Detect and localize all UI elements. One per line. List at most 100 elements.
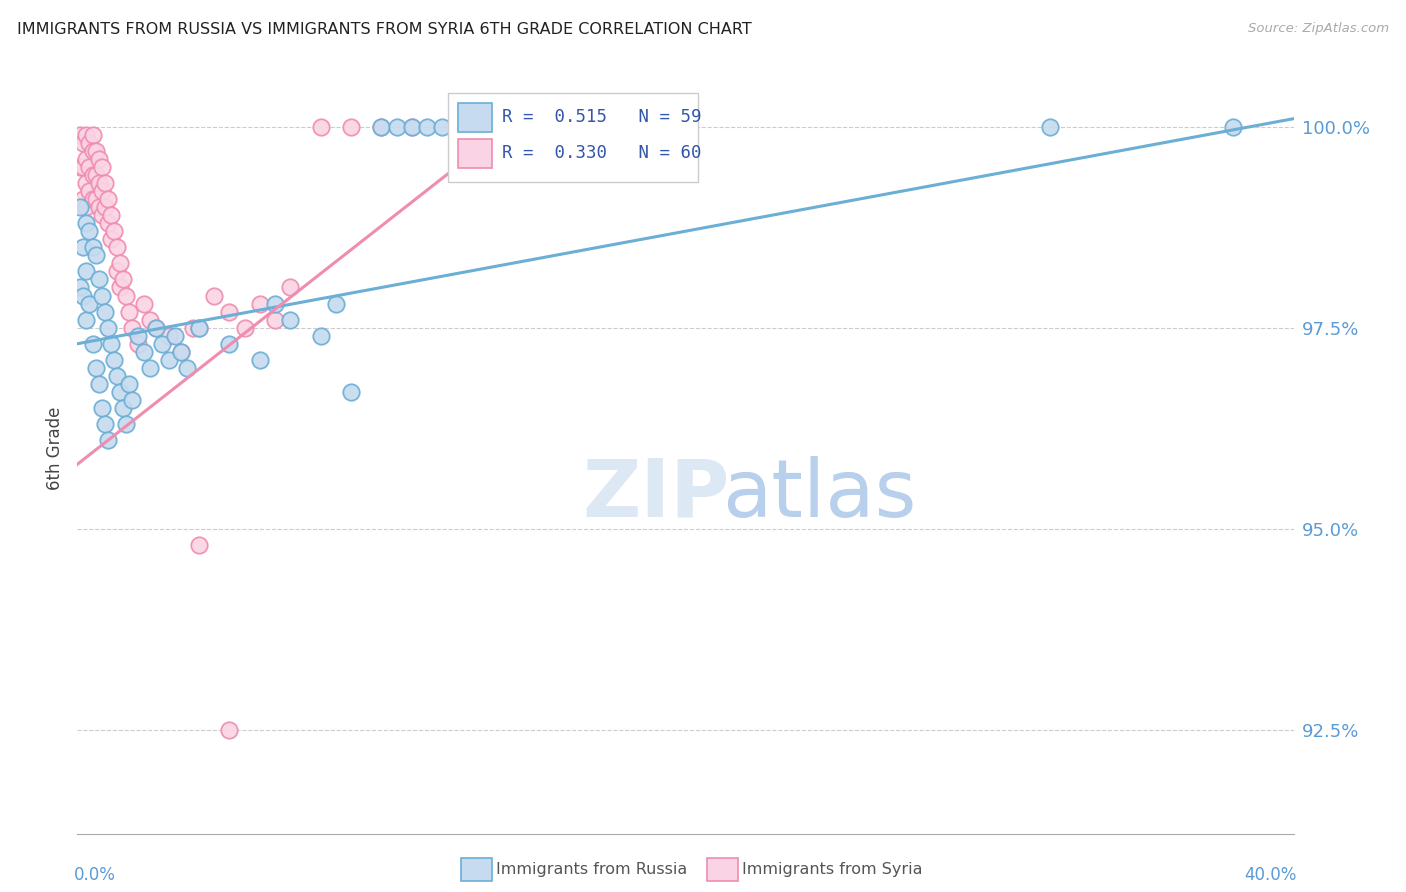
Point bbox=[139, 312, 162, 326]
Point bbox=[97, 433, 120, 447]
Point bbox=[401, 120, 423, 134]
Text: 0.0%: 0.0% bbox=[75, 866, 117, 884]
Point bbox=[134, 344, 156, 359]
Point bbox=[145, 320, 167, 334]
Point bbox=[72, 192, 94, 206]
Point bbox=[1222, 120, 1244, 134]
Point bbox=[188, 538, 211, 552]
Point bbox=[249, 352, 271, 367]
Point bbox=[121, 320, 143, 334]
Point bbox=[72, 240, 94, 254]
Point bbox=[84, 144, 107, 158]
Point bbox=[79, 296, 101, 310]
Point bbox=[157, 328, 180, 343]
Y-axis label: 6th Grade: 6th Grade bbox=[46, 407, 65, 490]
Point bbox=[118, 304, 141, 318]
Point bbox=[84, 168, 107, 182]
Point bbox=[105, 264, 128, 278]
Point bbox=[69, 280, 91, 294]
Point bbox=[170, 344, 193, 359]
Point bbox=[461, 120, 484, 134]
Point bbox=[157, 352, 180, 367]
Point bbox=[72, 160, 94, 174]
Point bbox=[105, 240, 128, 254]
Point bbox=[492, 120, 515, 134]
Point bbox=[385, 120, 408, 134]
Point bbox=[188, 320, 211, 334]
Point bbox=[69, 200, 91, 214]
Point bbox=[79, 184, 101, 198]
Point bbox=[97, 320, 120, 334]
Point bbox=[446, 120, 468, 134]
Point bbox=[370, 120, 392, 134]
Point bbox=[87, 376, 110, 391]
Point bbox=[108, 280, 131, 294]
Point bbox=[181, 320, 204, 334]
Point bbox=[84, 192, 107, 206]
Point bbox=[278, 280, 301, 294]
Point bbox=[90, 401, 112, 415]
Point bbox=[115, 417, 138, 431]
Point bbox=[134, 296, 156, 310]
Point bbox=[100, 208, 122, 222]
Point bbox=[522, 120, 544, 134]
Text: Immigrants from Syria: Immigrants from Syria bbox=[742, 863, 922, 877]
Point bbox=[82, 168, 104, 182]
Point bbox=[75, 176, 97, 190]
Point bbox=[188, 320, 211, 334]
Point bbox=[105, 368, 128, 383]
Point bbox=[103, 224, 125, 238]
Point bbox=[82, 144, 104, 158]
Point bbox=[370, 120, 392, 134]
Point bbox=[90, 208, 112, 222]
Point bbox=[340, 384, 363, 399]
Point bbox=[108, 384, 131, 399]
Point bbox=[100, 232, 122, 246]
Point bbox=[69, 160, 91, 174]
Point bbox=[75, 200, 97, 214]
Point bbox=[72, 288, 94, 302]
Point bbox=[218, 723, 240, 737]
Point bbox=[264, 312, 287, 326]
Point bbox=[416, 120, 439, 134]
Point bbox=[87, 272, 110, 286]
Point bbox=[249, 296, 271, 310]
Point bbox=[152, 336, 174, 351]
Point bbox=[340, 120, 363, 134]
Point bbox=[79, 136, 101, 150]
Point bbox=[75, 312, 97, 326]
Point bbox=[75, 264, 97, 278]
Point bbox=[87, 200, 110, 214]
Point bbox=[121, 392, 143, 407]
Point bbox=[508, 120, 530, 134]
Point bbox=[202, 288, 225, 302]
Point bbox=[69, 128, 91, 142]
Point bbox=[218, 336, 240, 351]
Point bbox=[103, 352, 125, 367]
Point bbox=[75, 152, 97, 166]
Text: atlas: atlas bbox=[721, 456, 917, 533]
Point bbox=[93, 176, 115, 190]
Point bbox=[111, 272, 134, 286]
Point bbox=[90, 160, 112, 174]
Text: Immigrants from Russia: Immigrants from Russia bbox=[496, 863, 688, 877]
Point bbox=[401, 120, 423, 134]
Point bbox=[75, 216, 97, 230]
Point bbox=[82, 128, 104, 142]
Point bbox=[90, 184, 112, 198]
Point bbox=[325, 296, 347, 310]
Point bbox=[100, 336, 122, 351]
FancyBboxPatch shape bbox=[449, 94, 697, 182]
Point bbox=[127, 336, 149, 351]
Point bbox=[233, 320, 256, 334]
Point bbox=[82, 240, 104, 254]
Text: 40.0%: 40.0% bbox=[1244, 866, 1296, 884]
Text: R =  0.330   N = 60: R = 0.330 N = 60 bbox=[502, 145, 702, 162]
Text: Source: ZipAtlas.com: Source: ZipAtlas.com bbox=[1249, 22, 1389, 36]
Point bbox=[1039, 120, 1062, 134]
Point bbox=[90, 288, 112, 302]
Point bbox=[127, 328, 149, 343]
Point bbox=[93, 417, 115, 431]
Point bbox=[82, 192, 104, 206]
Point bbox=[170, 344, 193, 359]
